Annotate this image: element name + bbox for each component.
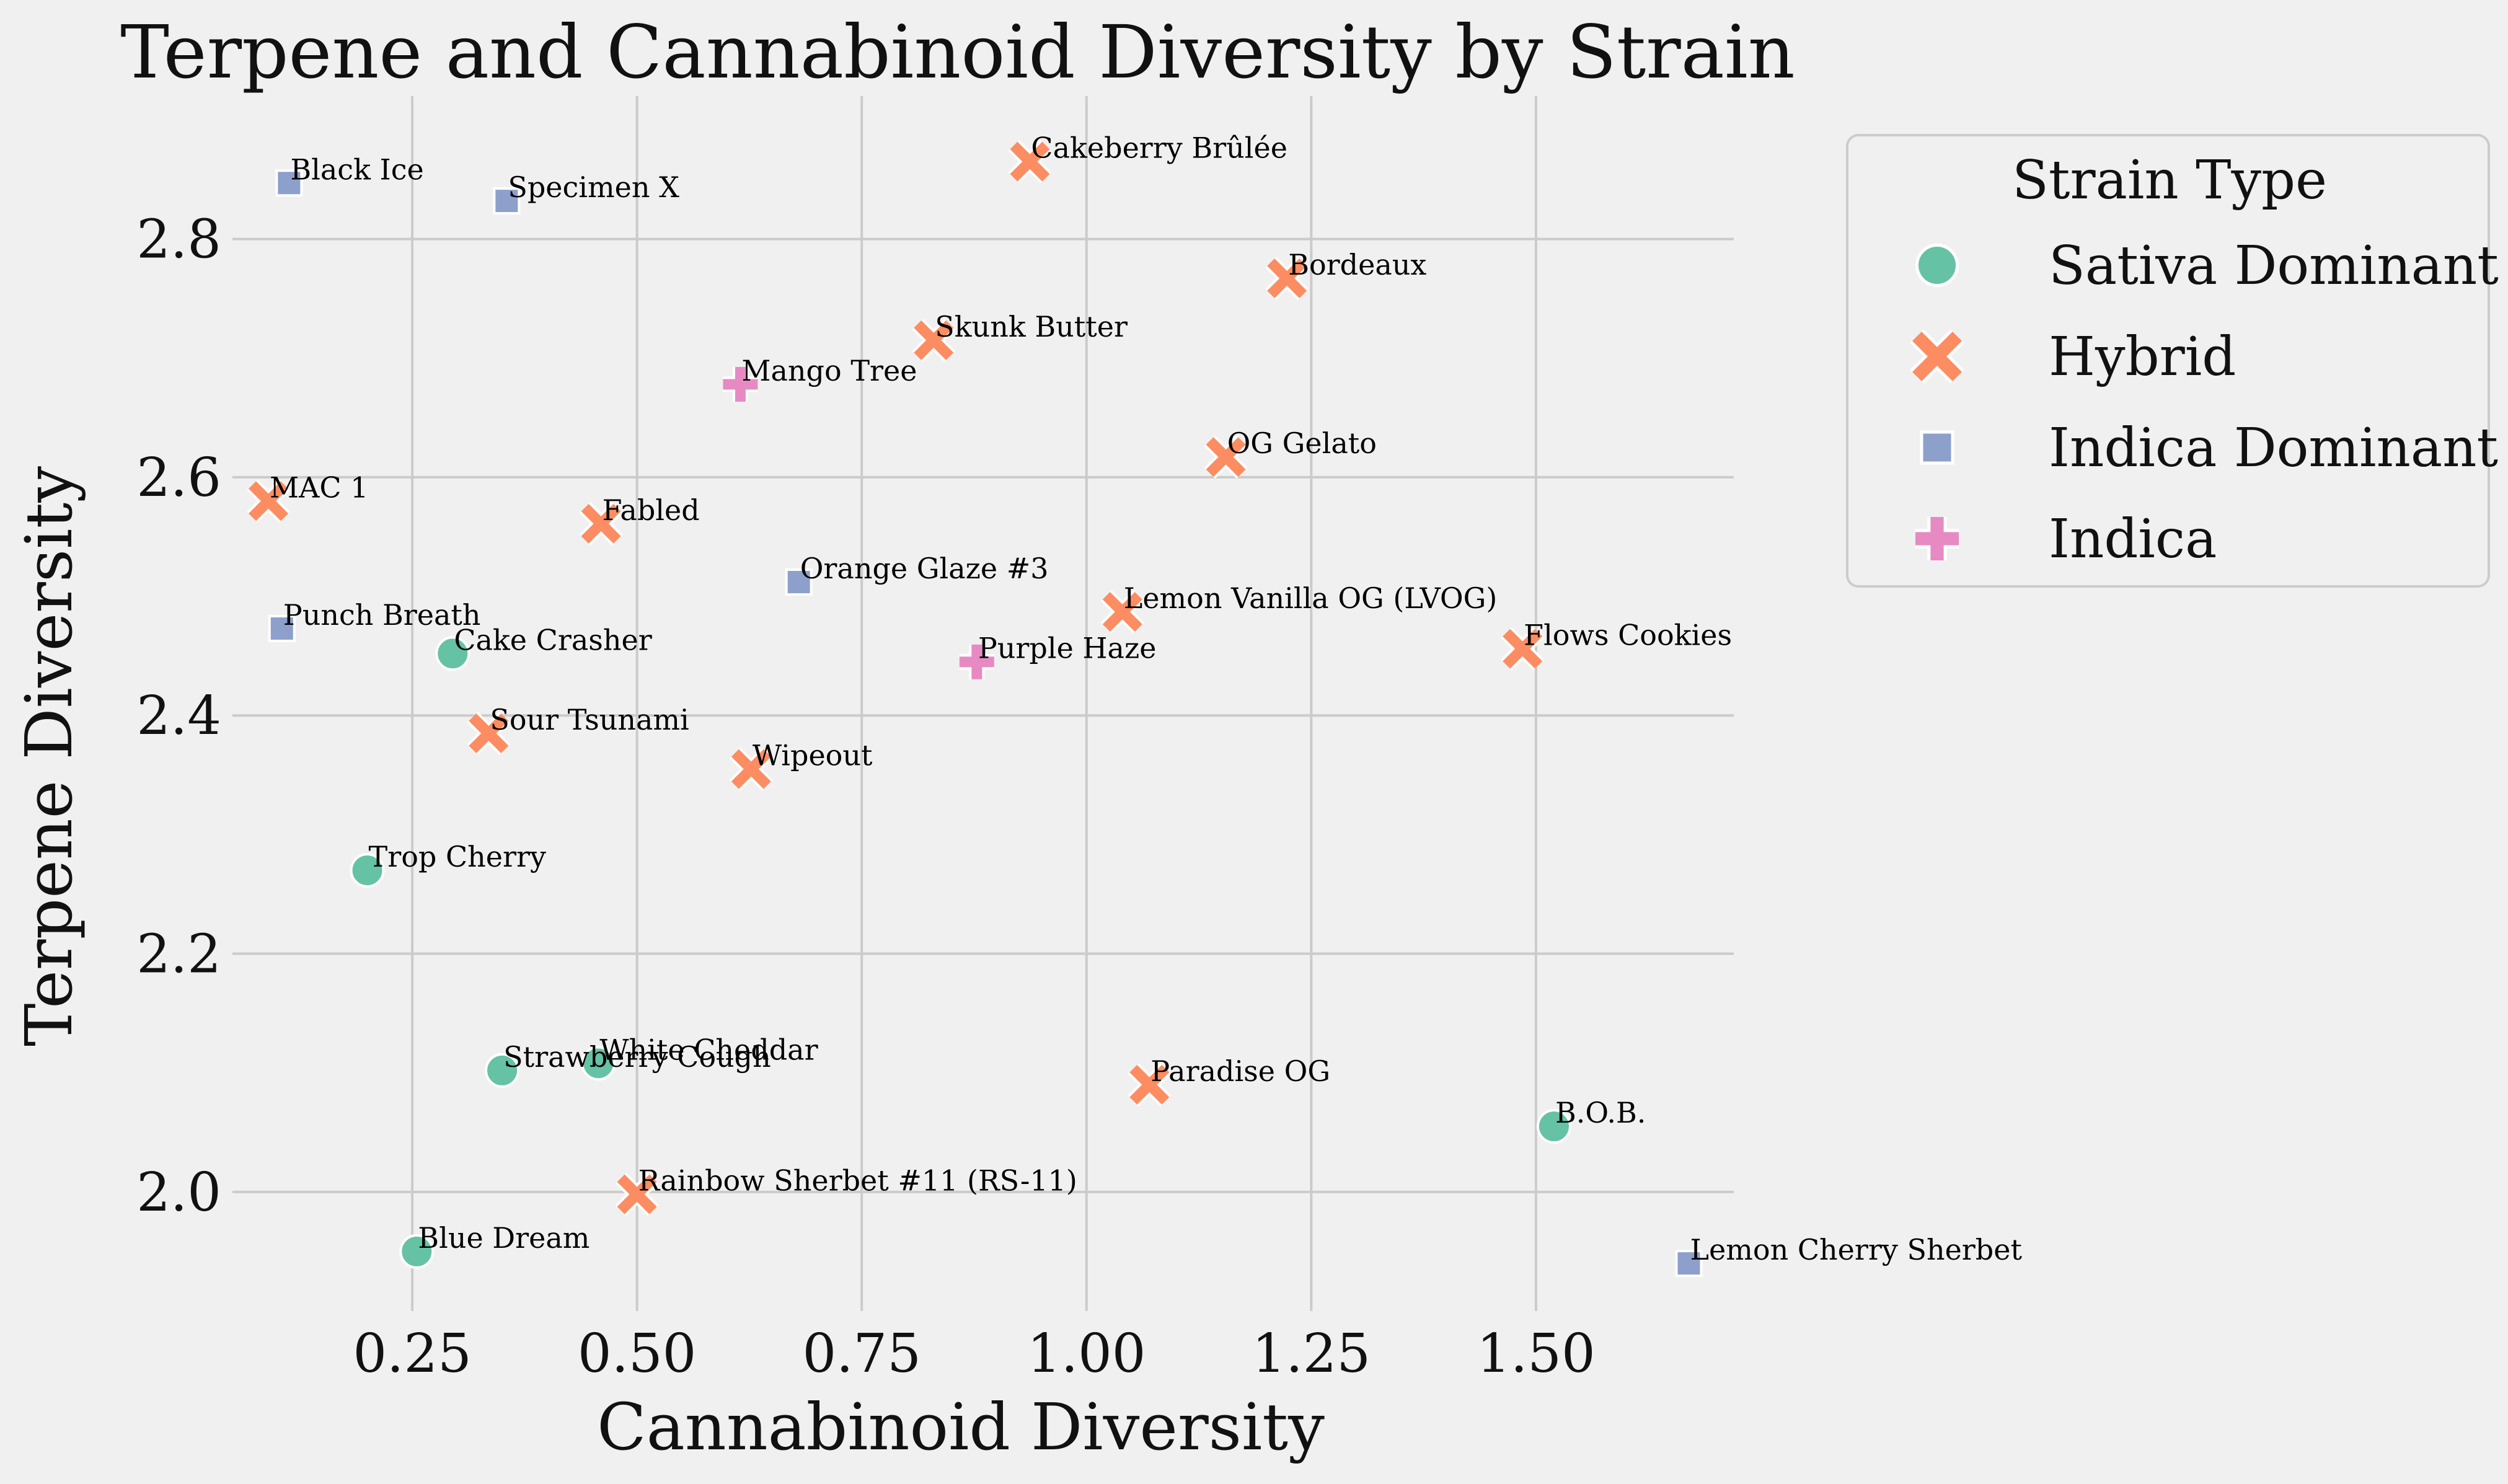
legend-box (1846, 134, 2490, 588)
point-label: Wipeout (753, 739, 873, 772)
legend-title: Strain Type (2012, 149, 2327, 211)
marker-stroke (581, 503, 621, 544)
data-point (785, 568, 813, 596)
marker-stroke (1267, 258, 1307, 299)
data-point (615, 1172, 659, 1216)
point-label: MAC 1 (270, 470, 368, 504)
marker-stroke (914, 320, 954, 360)
x-tick-label: 1.00 (1027, 1323, 1146, 1385)
point-label: Fabled (603, 493, 700, 527)
legend-entry-label: Indica (2049, 508, 2217, 570)
data-point (959, 644, 994, 679)
data-point (350, 853, 385, 888)
data-point (467, 712, 511, 755)
y-axis-ticks: 2.0 2.2 2.4 2.6 2.8 (136, 209, 221, 1224)
grid (232, 96, 1734, 1311)
point-label: Strawberry Cough (503, 1040, 771, 1074)
point-label: Flows Cookies (1524, 619, 1732, 652)
marker-stroke (469, 713, 509, 754)
data-point (493, 187, 521, 215)
data-point (1265, 257, 1309, 300)
legend-entry-label: Sativa Dominant (2049, 235, 2499, 297)
legend-marker (1910, 329, 1964, 384)
point-label: Paradise OG (1150, 1054, 1330, 1088)
marker-stroke (1912, 331, 1963, 382)
data-point (275, 169, 303, 197)
data-point (1100, 590, 1144, 634)
y-tick-label: 2.8 (136, 209, 221, 271)
data-point (1008, 139, 1052, 183)
y-tick-label: 2.6 (136, 447, 221, 509)
x-axis-label: Cannabinoid Diversity (597, 1389, 1325, 1465)
legend-items: Sativa Dominant Hybrid Indica Dominant Indi… (1910, 235, 2499, 570)
x-tick-label: 1.50 (1477, 1323, 1595, 1385)
x-tick-label: 0.25 (353, 1323, 471, 1385)
marker-stroke (723, 367, 758, 402)
marker-stroke (1102, 592, 1142, 632)
point-label: Sour Tsunami (490, 703, 689, 736)
marker-stroke (1915, 517, 1959, 560)
point-label: Bordeaux (1288, 248, 1426, 281)
y-tick-label: 2.0 (136, 1162, 221, 1224)
point-label: Trop Cherry (369, 840, 546, 873)
legend-marker (1915, 517, 1959, 560)
data-point (729, 747, 773, 791)
x-tick-label: 1.25 (1252, 1323, 1371, 1385)
point-label: Purple Haze (978, 632, 1157, 665)
legend-marker (1920, 430, 1954, 465)
marker-stroke (249, 481, 289, 521)
marker-stroke (1129, 1064, 1170, 1105)
marker-stroke (1010, 141, 1050, 182)
data-point (1501, 627, 1545, 671)
data-point (485, 1053, 520, 1088)
data-point (723, 367, 758, 402)
point-label: OG Gelato (1227, 426, 1377, 460)
point-label: Blue Dream (418, 1221, 589, 1255)
point-label: Orange Glaze #3 (800, 552, 1049, 585)
data-point (912, 319, 956, 362)
chart-title: Terpene and Cannabinoid Diversity by Str… (120, 9, 1795, 95)
point-label: Rainbow Sherbet #11 (RS-11) (638, 1164, 1077, 1198)
point-label: Black Ice (290, 152, 423, 186)
legend: Strain Type Sativa Dominant Hybrid Indica … (1846, 134, 2499, 588)
point-label: White Cheddar (599, 1033, 818, 1066)
data-point (579, 502, 623, 545)
legend-entry-label: Indica Dominant (2049, 417, 2498, 479)
data-points (247, 139, 1703, 1278)
y-tick-label: 2.2 (136, 924, 221, 986)
point-label: Punch Breath (283, 598, 481, 632)
data-point (581, 1046, 616, 1081)
data-point (1204, 435, 1248, 479)
marker-stroke (1503, 629, 1543, 669)
point-label: Cake Crasher (454, 623, 651, 656)
x-tick-label: 0.75 (802, 1323, 921, 1385)
data-point (1536, 1109, 1571, 1144)
point-label: Cakeberry Brûlée (1031, 131, 1287, 165)
point-label: Lemon Cherry Sherbet (1690, 1233, 2022, 1266)
point-label: Skunk Butter (935, 310, 1128, 343)
legend-entry-label: Hybrid (2049, 326, 2236, 388)
marker-stroke (959, 644, 994, 679)
point-label: B.O.B. (1555, 1096, 1646, 1129)
x-axis-ticks: 0.25 0.50 0.75 1.00 1.25 1.50 (353, 1323, 1595, 1385)
point-label: Mango Tree (741, 354, 917, 387)
y-tick-label: 2.4 (136, 685, 221, 747)
data-point (1128, 1063, 1172, 1106)
data-point (1675, 1250, 1703, 1278)
point-label: Lemon Vanilla OG (LVOG) (1124, 581, 1498, 615)
data-point (399, 1234, 435, 1269)
data-point (247, 479, 290, 523)
y-axis-label: Terpene Diversity (11, 466, 87, 1046)
point-label: Specimen X (508, 170, 679, 204)
marker-stroke (731, 749, 771, 789)
marker-stroke (617, 1174, 657, 1214)
x-tick-label: 0.50 (578, 1323, 696, 1385)
legend-marker (1915, 244, 1959, 287)
data-point (435, 636, 470, 671)
marker-stroke (1206, 437, 1246, 477)
data-point (268, 614, 296, 642)
